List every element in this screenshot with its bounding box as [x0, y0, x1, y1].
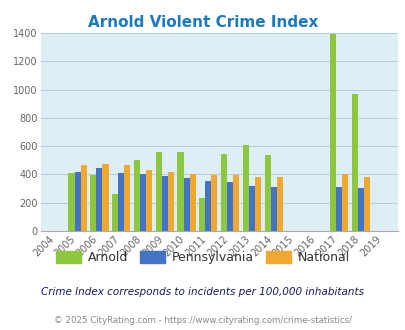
Bar	[329, 34, 335, 231]
Bar	[341, 175, 347, 231]
Bar	[335, 187, 341, 231]
Bar	[357, 188, 363, 231]
Bar	[220, 154, 226, 231]
Bar	[189, 174, 195, 231]
Bar	[81, 165, 87, 231]
Bar	[242, 145, 248, 231]
Legend: Arnold, Pennsylvania, National: Arnold, Pennsylvania, National	[52, 247, 353, 268]
Bar	[205, 181, 211, 231]
Bar	[112, 194, 118, 231]
Text: Crime Index corresponds to incidents per 100,000 inhabitants: Crime Index corresponds to incidents per…	[41, 287, 364, 297]
Bar	[351, 94, 357, 231]
Bar	[140, 174, 146, 231]
Bar	[134, 160, 140, 231]
Bar	[68, 173, 75, 231]
Bar	[102, 164, 108, 231]
Bar	[270, 187, 276, 231]
Bar	[276, 177, 282, 231]
Bar	[211, 175, 217, 231]
Bar	[90, 175, 96, 231]
Bar	[232, 175, 239, 231]
Text: Arnold Violent Crime Index: Arnold Violent Crime Index	[87, 15, 318, 30]
Bar	[124, 165, 130, 231]
Bar	[118, 173, 124, 231]
Bar	[161, 176, 167, 231]
Bar	[248, 186, 254, 231]
Bar	[183, 178, 189, 231]
Bar	[96, 168, 102, 231]
Bar	[254, 177, 260, 231]
Bar	[199, 198, 205, 231]
Bar	[155, 152, 161, 231]
Bar	[75, 172, 81, 231]
Text: © 2025 CityRating.com - https://www.cityrating.com/crime-statistics/: © 2025 CityRating.com - https://www.city…	[54, 315, 351, 325]
Bar	[146, 170, 152, 231]
Bar	[264, 155, 270, 231]
Bar	[363, 177, 369, 231]
Bar	[177, 152, 183, 231]
Bar	[226, 182, 232, 231]
Bar	[167, 172, 173, 231]
